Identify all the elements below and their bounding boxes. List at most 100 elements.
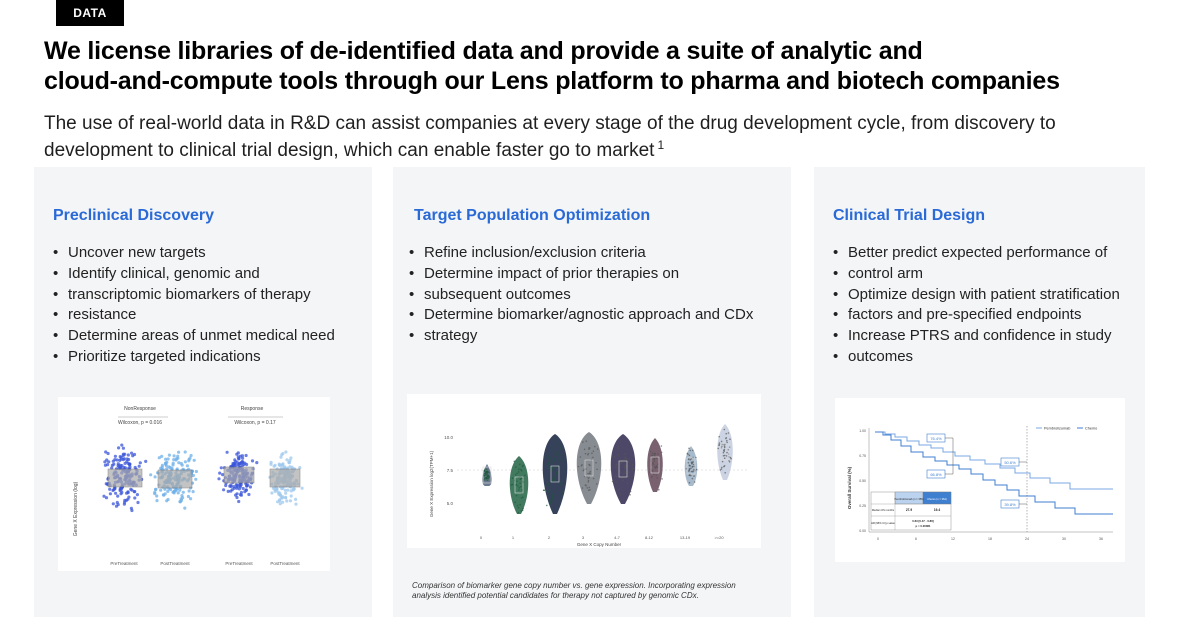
box-nonresponse-pre xyxy=(107,468,143,488)
scatter-dot xyxy=(155,494,159,498)
scatter-dot xyxy=(166,489,170,493)
violin-point xyxy=(660,451,663,454)
violin-point xyxy=(583,468,585,471)
scatter-dot xyxy=(239,490,243,495)
km-label: 50.6% xyxy=(1004,460,1016,465)
scatter-dot xyxy=(298,466,302,470)
scatter-dot xyxy=(225,450,229,454)
table-header: Pembrolizumab (n = 356) xyxy=(894,497,923,501)
km-svg: Overall Survival (%) 1.00 0.75 0.50 0.25… xyxy=(847,426,1113,541)
scatter-dot xyxy=(255,461,259,465)
violin-point xyxy=(543,489,546,492)
scatter-dot xyxy=(176,454,180,458)
bullet-item: Prioritize targeted indications xyxy=(53,347,363,368)
violin-point xyxy=(619,461,621,464)
violin-point xyxy=(524,474,526,476)
scatter-dot xyxy=(226,489,230,493)
scatter-dot xyxy=(280,453,284,457)
scatter-dot xyxy=(110,463,114,467)
scatter-dot xyxy=(113,454,117,458)
violin-point xyxy=(515,494,518,497)
violin-point xyxy=(552,449,555,451)
y-tick-label: 0.75 xyxy=(859,454,866,458)
scatter-dot xyxy=(284,496,288,500)
violin-point xyxy=(623,458,625,461)
violin-point xyxy=(631,463,634,466)
scatter-dot xyxy=(235,486,239,490)
violin-point xyxy=(723,445,726,447)
bullet-item: Optimize design with patient stratificat… xyxy=(833,285,1133,306)
violin-point xyxy=(587,479,590,482)
violin-point xyxy=(729,438,731,440)
violin-point xyxy=(726,441,728,444)
violin-point xyxy=(651,464,653,466)
bullet-item: Determine areas of unmet medical need xyxy=(53,326,363,347)
violin-point xyxy=(518,487,521,489)
box-nonresponse-post xyxy=(157,469,193,489)
scatter-dot xyxy=(300,486,304,490)
scatter-dot xyxy=(275,487,279,491)
x-tick-label: PreTreatment xyxy=(110,561,138,566)
scatter-dot xyxy=(127,495,131,499)
panel-clinical-trial-design: Clinical Trial Design Better predict exp… xyxy=(814,167,1145,617)
scatter-dot xyxy=(118,465,123,469)
group-label-nonresponse: NonResponse xyxy=(124,406,156,412)
violin-point xyxy=(624,467,626,470)
scatter-dot xyxy=(247,492,251,497)
figure-survival-curve: Overall Survival (%) 1.00 0.75 0.50 0.25… xyxy=(835,398,1125,562)
scatter-dot xyxy=(122,502,126,506)
violin-point xyxy=(688,468,691,470)
violin-point xyxy=(511,477,514,479)
violin-point xyxy=(553,477,555,479)
scatter-dot xyxy=(272,464,276,468)
violin-point xyxy=(723,446,726,449)
violin-point xyxy=(723,454,726,457)
violin-point xyxy=(720,468,723,470)
violin-point xyxy=(551,497,554,500)
scatter-dot xyxy=(189,453,193,458)
bullet-continuation: factors and pre-specified endpoints xyxy=(833,305,1133,326)
scatter-dot xyxy=(153,475,157,479)
violin-point xyxy=(562,470,565,472)
violin-point xyxy=(521,465,524,468)
violin-point xyxy=(587,472,589,475)
violin-point xyxy=(519,478,522,481)
violin-point xyxy=(614,456,616,458)
violin-point xyxy=(689,458,692,461)
scatter-dot xyxy=(163,487,167,491)
headline-line-1: We license libraries of de-identified da… xyxy=(44,37,923,65)
scatter-dot xyxy=(284,450,288,454)
violin-point xyxy=(631,468,634,471)
violin-point xyxy=(687,462,689,464)
violin-point xyxy=(516,472,518,475)
violin-point xyxy=(596,448,599,450)
violin-point xyxy=(615,475,617,477)
scatter-dot xyxy=(187,489,191,493)
scatter-dot xyxy=(277,462,281,466)
violin-point xyxy=(693,481,696,483)
violin-point xyxy=(558,483,561,486)
violin-point xyxy=(660,445,663,447)
legend-label-pembrolizumab: Pembrolizumab xyxy=(1044,427,1070,431)
violin-box xyxy=(550,465,560,483)
scatter-dot xyxy=(194,469,198,474)
scatter-dot xyxy=(183,460,187,464)
violin-point xyxy=(488,471,490,474)
violin-point xyxy=(651,452,654,454)
y-axis-label: Overall Survival (%) xyxy=(847,466,852,509)
x-tick-label: 6 xyxy=(915,537,917,541)
scatter-dot xyxy=(278,499,282,503)
scatter-dot xyxy=(104,496,109,500)
scatter-dot xyxy=(116,464,120,468)
violin-point xyxy=(626,482,629,485)
bullet-item: Increase PTRS and confidence in study xyxy=(833,326,1133,347)
caption-line: Comparison of biomarker gene copy number… xyxy=(412,581,736,590)
violin-point xyxy=(583,448,586,451)
violin-point xyxy=(723,457,726,459)
km-curve-pembrolizumab xyxy=(875,431,1113,490)
scatter-dot xyxy=(191,490,195,494)
scatter-dot xyxy=(104,450,108,454)
violin-point xyxy=(691,477,694,480)
violin-point xyxy=(718,435,720,438)
violin-point xyxy=(691,466,694,468)
